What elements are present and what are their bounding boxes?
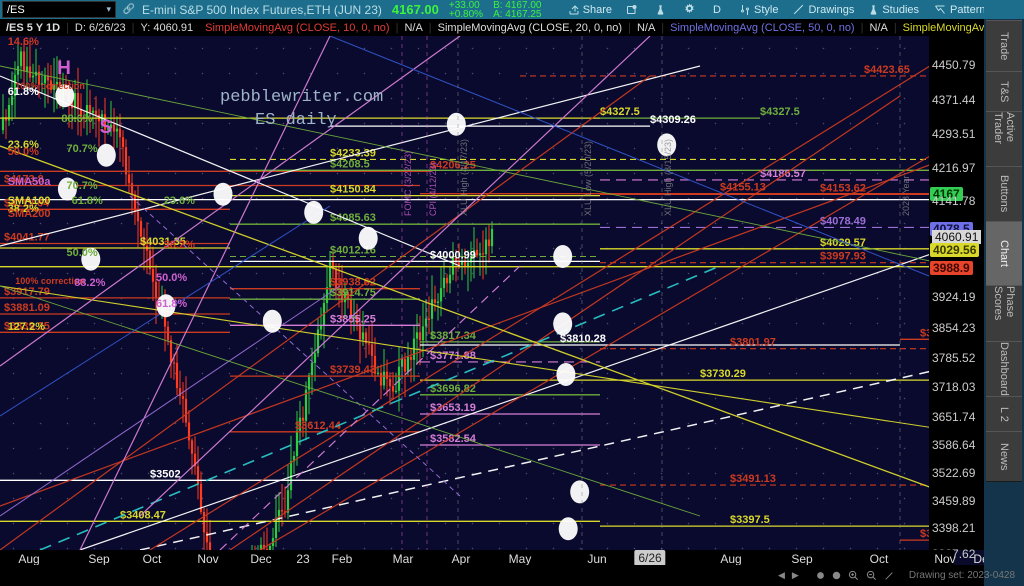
svg-text:$3491.13: $3491.13	[730, 473, 776, 485]
svg-text:XLU High (8/15/23): XLU High (8/15/23)	[663, 139, 673, 216]
svg-text:70.7%: 70.7%	[67, 180, 98, 192]
svg-text:$4000.99: $4000.99	[430, 249, 476, 261]
svg-text:$3801.97: $3801.97	[730, 337, 776, 349]
svg-text:XLU High (4/17/23): XLU High (4/17/23)	[459, 139, 469, 216]
svg-text:pebblewriter.com: pebblewriter.com	[220, 88, 383, 107]
svg-text:14.6%: 14.6%	[8, 36, 39, 48]
svg-text:23.6%: 23.6%	[164, 195, 195, 207]
svg-text:50.0%: 50.0%	[67, 247, 98, 259]
svg-text:88.2%: 88.2%	[74, 277, 105, 289]
svg-text:61.8%: 61.8%	[8, 86, 39, 98]
svg-text:SMA50a: SMA50a	[8, 176, 52, 188]
svg-text:XLU Low (5/20/23): XLU Low (5/20/23)	[583, 141, 593, 216]
svg-text:88.6%: 88.6%	[61, 113, 92, 125]
svg-text:127.2%: 127.2%	[8, 321, 46, 333]
svg-text:38.2%: 38.2%	[164, 239, 195, 251]
svg-text:$4041.77: $4041.77	[4, 232, 50, 244]
svg-text:H: H	[57, 58, 71, 79]
svg-text:$3997.93: $3997.93	[820, 251, 866, 263]
svg-text:$3881.09: $3881.09	[4, 302, 50, 314]
svg-text:$3653.19: $3653.19	[430, 402, 476, 414]
svg-text:61.8%: 61.8%	[156, 298, 187, 310]
svg-text:$4309.26: $4309.26	[650, 114, 696, 126]
svg-text:ES daily: ES daily	[255, 111, 337, 130]
svg-text:$4327.5: $4327.5	[760, 106, 800, 118]
svg-text:50.0%: 50.0%	[156, 272, 187, 284]
svg-text:$4150.84: $4150.84	[330, 184, 377, 196]
svg-text:S: S	[100, 117, 113, 138]
svg-text:70.7%: 70.7%	[67, 143, 98, 155]
svg-text:61.8%: 61.8%	[72, 195, 103, 207]
svg-text:$3502: $3502	[150, 468, 181, 480]
svg-text:SMA200: SMA200	[8, 208, 51, 220]
svg-text:50.0%: 50.0%	[8, 146, 39, 158]
svg-text:$4186.57: $4186.57	[760, 168, 806, 180]
svg-text:$4153.62: $4153.62	[820, 182, 866, 194]
svg-text:$3730.29: $3730.29	[700, 368, 746, 380]
svg-text:$3810.28: $3810.28	[560, 333, 606, 345]
svg-text:2023 Year: 2023 Year	[901, 175, 911, 216]
svg-text:FOMC (3/22/23): FOMC (3/22/23)	[403, 151, 413, 216]
svg-text:$3612.44: $3612.44	[295, 420, 342, 432]
svg-text:$4423.65: $4423.65	[864, 64, 910, 76]
svg-text:CPI (4/12/23): CPI (4/12/23)	[428, 162, 438, 216]
svg-text:$3408.47: $3408.47	[120, 509, 166, 521]
svg-text:$3397.5: $3397.5	[730, 514, 770, 526]
